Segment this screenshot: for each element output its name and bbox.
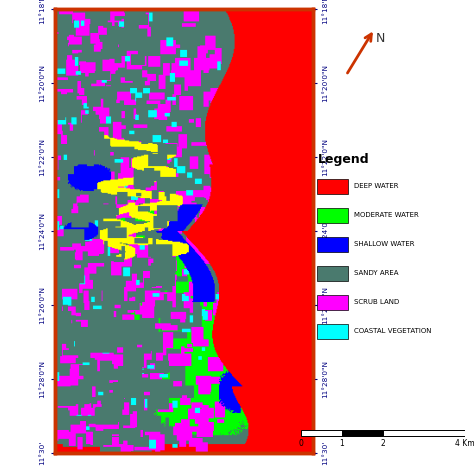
Text: MODERATE WATER: MODERATE WATER — [354, 212, 419, 218]
Bar — [317, 208, 347, 223]
Bar — [301, 430, 342, 437]
Text: 1: 1 — [339, 439, 344, 448]
Bar — [317, 295, 347, 310]
Text: SCRUB LAND: SCRUB LAND — [354, 299, 399, 305]
Bar — [317, 237, 347, 252]
Bar — [342, 430, 383, 437]
Text: DEEP WATER: DEEP WATER — [354, 183, 398, 189]
Bar — [317, 324, 347, 338]
Text: COASTAL VEGETATION: COASTAL VEGETATION — [354, 328, 431, 334]
Text: SHALLOW WATER: SHALLOW WATER — [354, 241, 414, 247]
Bar — [317, 266, 347, 281]
Bar — [317, 179, 347, 194]
Text: SANDY AREA: SANDY AREA — [354, 270, 398, 276]
Bar — [383, 430, 465, 437]
Text: 4 Km: 4 Km — [455, 439, 474, 448]
Text: N: N — [375, 32, 385, 46]
Text: Legend: Legend — [319, 153, 370, 166]
Text: 2: 2 — [380, 439, 385, 448]
Text: 0: 0 — [299, 439, 303, 448]
